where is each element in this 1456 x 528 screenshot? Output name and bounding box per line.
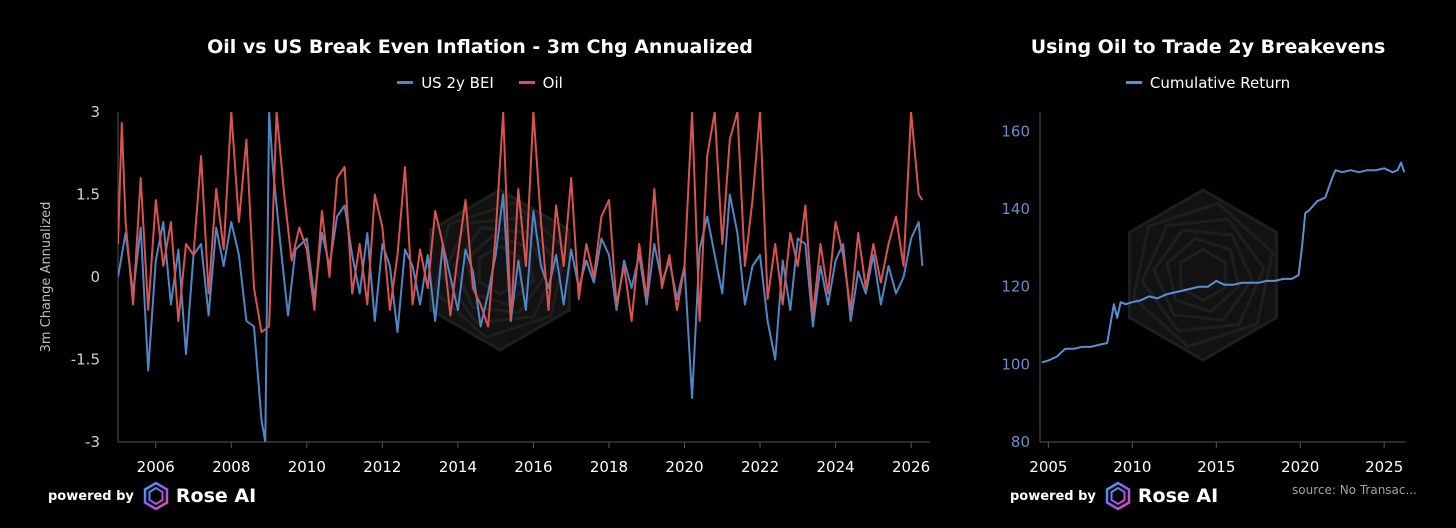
- x-tick-label: 2026: [892, 458, 930, 476]
- y-tick-label: 120: [1001, 278, 1030, 296]
- right-chart-panel: Using Oil to Trade 2y Breakevens Cumulat…: [960, 0, 1456, 528]
- legend-swatch-cumulative: [1125, 81, 1142, 84]
- x-tick-label: 2014: [439, 458, 477, 476]
- series-line-oil: [118, 112, 924, 333]
- powered-by-text-right: powered by: [1010, 488, 1096, 504]
- y-tick-label: 160: [1001, 122, 1030, 140]
- x-tick-label: 2010: [288, 458, 326, 476]
- y-tick-label: 80: [1011, 433, 1030, 451]
- legend-label-cumulative: Cumulative Return: [1149, 73, 1291, 92]
- brand-name-right: Rose AI: [1137, 485, 1219, 507]
- right-chart-title: Using Oil to Trade 2y Breakevens: [1030, 36, 1386, 58]
- rose-ai-logo-icon: [1105, 482, 1131, 510]
- y-tick-label: 3: [90, 103, 100, 121]
- x-tick-label: 2008: [212, 458, 250, 476]
- series-line-us-2y-bei: [118, 112, 924, 442]
- powered-by-text: powered by: [48, 488, 134, 504]
- x-tick-label: 2005: [1029, 458, 1067, 476]
- y-tick-label: 100: [1001, 355, 1030, 373]
- right-footer-branding: powered by Rose AI: [1010, 482, 1218, 510]
- legend-label-oil: Oil: [542, 73, 563, 92]
- y-axis-label: 3m Change Annualized: [39, 202, 54, 353]
- brand-name: Rose AI: [175, 485, 257, 507]
- x-tick-label: 2016: [514, 458, 552, 476]
- y-tick-label: 1.5: [76, 186, 100, 204]
- legend-label-bei: US 2y BEI: [421, 73, 494, 92]
- x-tick-label: 2020: [1281, 458, 1319, 476]
- source-note: source: No Transac...: [1292, 483, 1417, 497]
- y-tick-label: 140: [1001, 200, 1030, 218]
- x-tick-label: 2024: [816, 458, 854, 476]
- x-tick-label: 2020: [665, 458, 703, 476]
- x-tick-label: 2022: [741, 458, 779, 476]
- hexagon-watermark-icon: [1127, 188, 1279, 362]
- y-tick-label: -3: [85, 433, 100, 451]
- x-tick-label: 2010: [1113, 458, 1151, 476]
- y-tick-label: -1.5: [71, 351, 100, 369]
- legend-item-bei[interactable]: US 2y BEI: [397, 74, 494, 92]
- legend-item-oil[interactable]: Oil: [518, 73, 563, 92]
- x-tick-label: 2025: [1365, 458, 1403, 476]
- series-line-cumulative-return: [1041, 161, 1406, 364]
- rose-ai-logo-icon: [143, 482, 169, 510]
- legend-item-cumulative[interactable]: Cumulative Return: [1125, 73, 1291, 92]
- legend-swatch-oil: [518, 81, 535, 84]
- x-tick-label: 2012: [363, 458, 401, 476]
- left-chart-panel: Oil vs US Break Even Inflation - 3m Chg …: [0, 36, 960, 510]
- left-footer-branding: powered by Rose AI: [48, 482, 256, 510]
- left-chart-plot: 3 1.5 0 -1.5 -3 2006 2008 2010 2012 2014 2016 2018 2…: [39, 103, 930, 476]
- x-tick-label: 2006: [137, 458, 175, 476]
- y-tick-label: 0: [90, 268, 100, 286]
- right-chart-legend: Cumulative Return: [960, 70, 1456, 92]
- legend-swatch-bei: [397, 81, 414, 84]
- left-chart-title: Oil vs US Break Even Inflation - 3m Chg …: [207, 36, 753, 58]
- right-chart-plot: 160 140 120 100 80 2005 2010 2015 2020 2025: [1001, 112, 1406, 476]
- x-tick-label: 2018: [590, 458, 628, 476]
- x-tick-label: 2015: [1197, 458, 1235, 476]
- left-chart-legend: US 2y BEI Oil: [0, 70, 960, 92]
